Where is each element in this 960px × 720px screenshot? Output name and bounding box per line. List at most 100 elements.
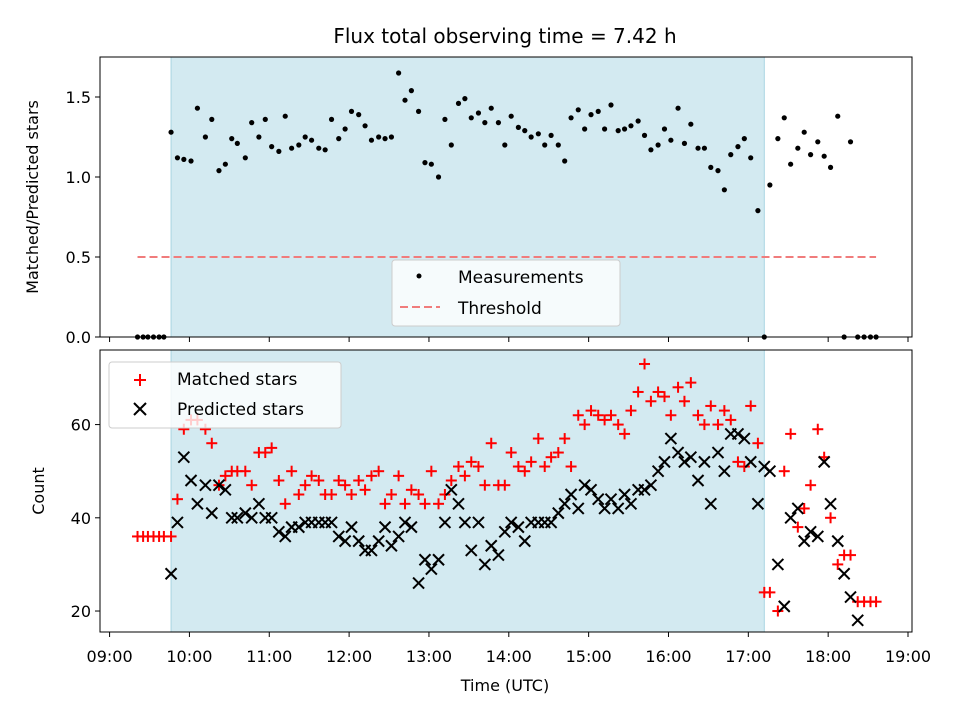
measurement-point [229,136,235,142]
predicted-star-point [817,455,831,469]
predicted-star-point [718,464,731,478]
matched-star-point [439,488,451,500]
predicted-star-point [824,497,837,511]
predicted-star-point [518,534,531,548]
predicted-star-point [279,530,292,543]
predicted-star-point [698,455,711,469]
predicted-star-point [618,488,631,501]
measurement-point [615,128,621,134]
legend-predicted-marker [133,402,147,416]
matched-star-point [658,391,670,403]
measurement-point [528,134,534,140]
measurement-point [807,152,814,158]
matched-star-point [385,488,397,500]
predicted-star-point [558,497,571,511]
predicted-star-point [624,497,638,511]
measurement-point [655,142,661,148]
matched-star-point [805,479,817,491]
bottom-y-tick-label: 40 [71,509,91,528]
matched-star-point [326,488,338,500]
measurement-point [575,107,581,113]
measurement-point [296,142,302,148]
matched-star-point [399,498,411,510]
bottom-panel: 20 40 60 09:00 10:00 11:00 12:00 13:00 14:00 15:… [29,349,931,695]
chart-title: Flux total observing time = 7.42 h [333,24,676,48]
matched-star-point [505,447,517,459]
predicted-star-point [372,534,385,548]
x-tick-label: 18:00 [805,647,851,666]
matched-star-point [472,461,484,473]
predicted-star-point [438,516,452,529]
matched-star-point [672,381,684,393]
matched-star-point [286,465,298,477]
predicted-star-point [219,483,232,497]
predicted-stars-series [164,427,864,627]
x-axis-label: Time (UTC) [460,676,549,695]
predicted-star-point [778,600,791,613]
measurement-point [555,142,561,148]
predicted-star-point [365,544,378,557]
predicted-star-point [572,502,585,515]
measurement-point [348,108,355,114]
matched-star-point [732,456,744,468]
measurement-point [502,142,508,148]
legend-matched-label: Matched stars [177,370,297,390]
matched-star-point [798,502,810,514]
matched-star-point [373,465,385,477]
x-tick-label: 12:00 [326,647,372,666]
predicted-star-point [405,520,418,534]
matched-star-point [425,465,437,477]
predicted-star-point [844,590,857,604]
legend-measurements-marker [416,273,422,279]
predicted-star-point [325,516,338,529]
measurement-point [181,156,187,162]
measurement-point [708,164,714,170]
measurement-point [495,120,502,126]
predicted-star-point [831,534,844,548]
predicted-star-point [651,464,665,478]
matched-star-point [685,377,697,389]
measurement-point [168,129,174,135]
matched-star-point [171,493,183,505]
matched-star-point [845,549,857,561]
predicted-star-point [345,520,358,534]
matched-star-point [525,456,537,468]
matched-star-point [632,386,644,398]
measurement-point [735,144,741,150]
matched-star-point [465,456,477,468]
matched-star-point [572,409,584,421]
matched-star-point [738,461,750,473]
measurement-point [242,155,248,161]
measurement-point [308,137,315,143]
matched-star-point [579,419,591,431]
measurement-point [448,142,454,148]
top-y-tick-label: 1.5 [66,88,91,107]
matched-star-point [512,461,524,473]
matched-star-point [764,586,776,598]
matched-star-point [353,475,365,487]
matched-star-point [405,484,417,496]
measurement-point [216,168,222,174]
legend-measurements-label: Measurements [458,268,584,288]
matched-star-point [266,442,278,454]
matched-star-point [652,386,664,398]
predicted-star-point [177,450,191,464]
measurement-point [728,152,734,158]
x-tick-label: 09:00 [87,647,133,666]
top-y-axis-label: Matched/Predicted stars [23,100,42,294]
measurement-point [408,88,414,94]
matched-star-point [870,596,882,608]
matched-star-point [712,419,724,431]
predicted-star-point [584,483,598,497]
measurement-point [801,129,807,135]
matched-star-point [825,512,837,524]
matched-star-point [705,400,717,412]
measurement-point [174,155,181,161]
predicted-star-point [851,614,864,627]
top-legend-box [391,259,621,327]
top-axes-frame [99,56,913,338]
predicted-star-point [184,474,198,487]
predicted-star-point [205,506,218,520]
measurement-point [788,161,794,167]
measurement-point [515,124,521,130]
